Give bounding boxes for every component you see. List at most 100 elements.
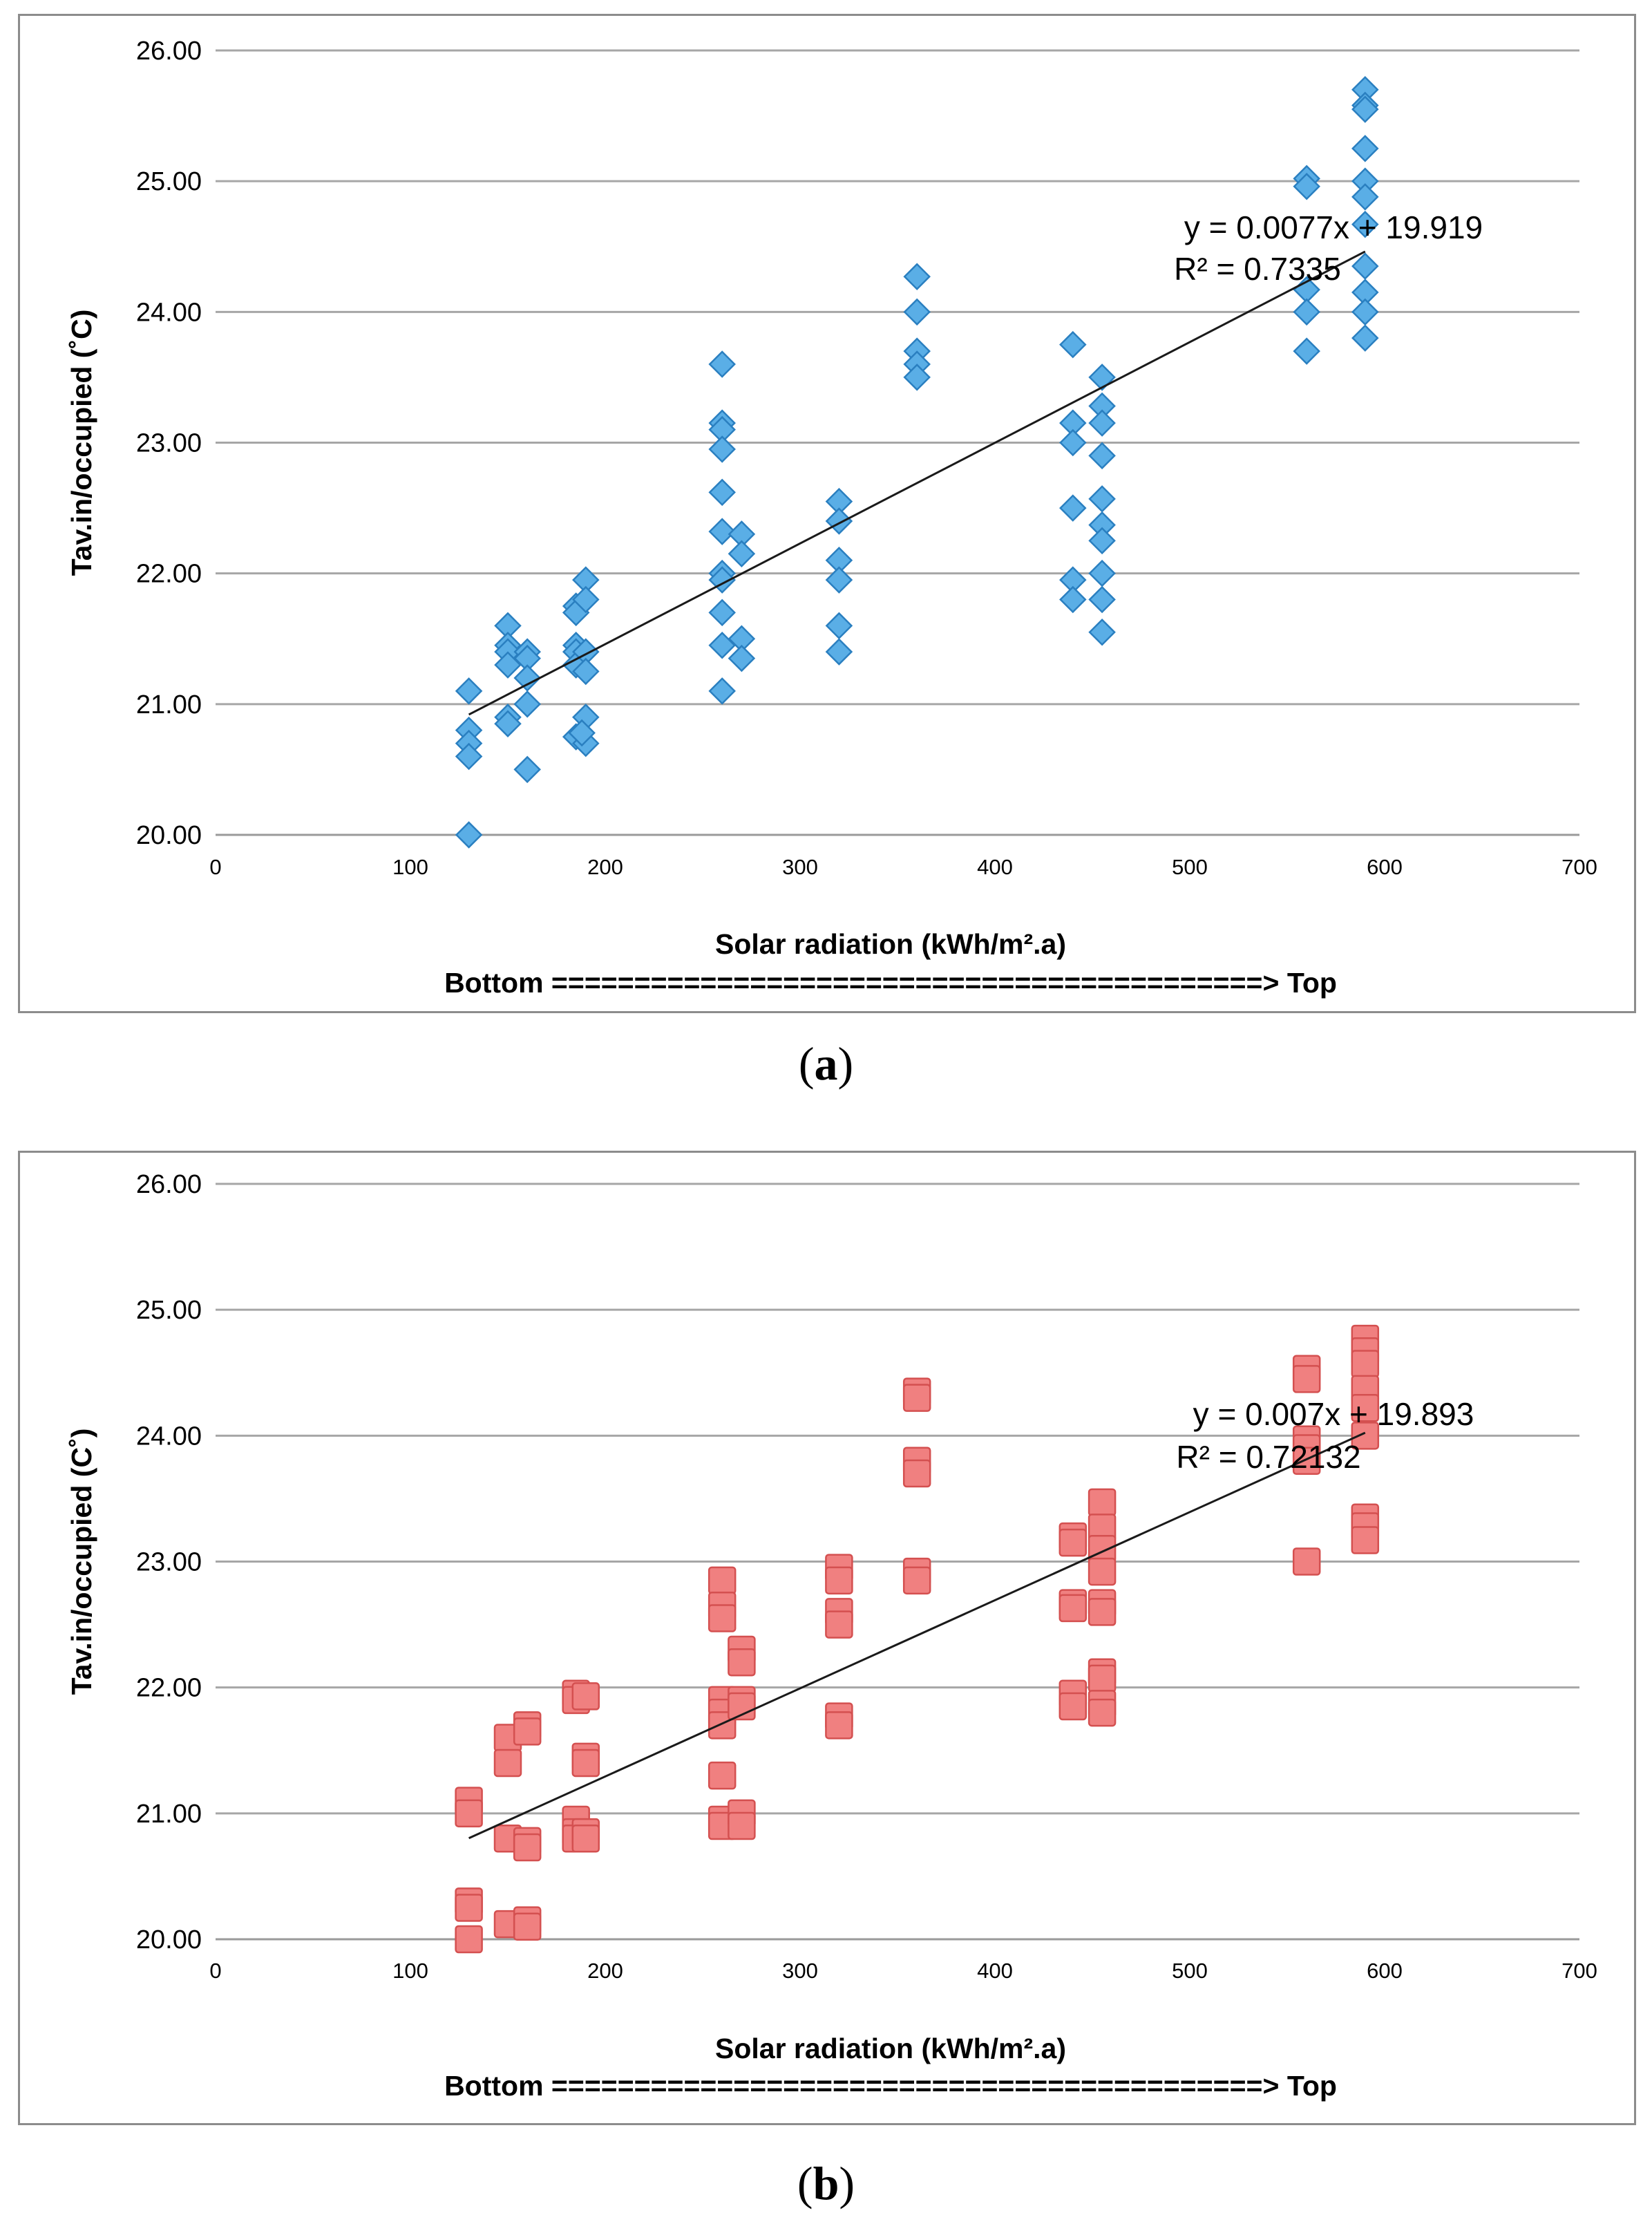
- chart-b-x-tick-label: 200: [587, 1959, 623, 1983]
- chart-a-trendline-r2: R² = 0.7335: [1174, 251, 1341, 287]
- chart-b-data-point: [1058, 1528, 1088, 1557]
- chart-a-data-point: [708, 677, 736, 705]
- chart-b-data-point: [1351, 1394, 1380, 1422]
- chart-b-data-point: [1058, 1692, 1088, 1721]
- chart-b-data-point: [1351, 1422, 1380, 1450]
- chart-b-data-point: [1292, 1547, 1321, 1576]
- chart-a-y-tick-label: 25.00: [136, 167, 202, 196]
- chart-a-y-tick-label: 20.00: [136, 821, 202, 850]
- chart-b-data-point: [1292, 1446, 1321, 1476]
- chart-b-data-point: [455, 1894, 483, 1922]
- chart-a-y-tick-label: 26.00: [136, 37, 202, 66]
- chart-a-data-point: [513, 664, 541, 692]
- chart-b-y-tick-label: 22.00: [136, 1674, 202, 1703]
- chart-a-data-point: [1059, 330, 1087, 359]
- caption-a-letter: a: [814, 1037, 838, 1090]
- chart-b-data-point: [902, 1566, 931, 1595]
- chart-b-y-axis-label: Tav.in/occupied (C˚): [66, 1429, 97, 1695]
- chart-a-data-point: [825, 612, 853, 640]
- chart-a-data-point: [708, 518, 736, 545]
- chart-b-x-tick-label: 600: [1367, 1959, 1403, 1983]
- chart-b-data-point: [513, 1833, 542, 1862]
- chart-b-x-tick-label: 400: [977, 1959, 1013, 1983]
- chart-b-data-point: [708, 1566, 737, 1595]
- chart-b-data-point: [1292, 1365, 1321, 1393]
- chart-a-data-point: [708, 435, 736, 463]
- chart-b-x-tick-label: 300: [782, 1959, 818, 1983]
- chart-b-data-point: [513, 1717, 542, 1746]
- chart-a-data-point: [1351, 210, 1379, 238]
- caption-b: (b): [797, 2157, 855, 2209]
- chart-b-x-tick-label: 0: [209, 1959, 221, 1983]
- chart-a-data-point: [568, 719, 596, 747]
- chart-b-data-point: [708, 1761, 737, 1790]
- chart-a-data-point: [1059, 494, 1087, 522]
- chart-a-y-axis-label: Tav.in/occupied (˚C): [66, 310, 97, 576]
- chart-a-data-point: [572, 585, 600, 614]
- chart-b-data-point: [1351, 1350, 1380, 1378]
- chart-a-y-tick-label: 23.00: [136, 429, 202, 458]
- chart-a-data-point: [903, 364, 931, 391]
- chart-a-y-tick-label: 22.00: [136, 560, 202, 589]
- chart-a-data-point: [903, 298, 931, 326]
- chart-b-data-point: [1088, 1598, 1117, 1626]
- chart-a-data-point: [1293, 337, 1320, 365]
- chart-a-x-tick-label: 700: [1561, 855, 1597, 879]
- chart-a-x-tick-label: 0: [209, 855, 221, 879]
- chart-b-data-point: [1088, 1664, 1117, 1693]
- chart-a-data-point: [1088, 559, 1116, 587]
- chart-b-data-point: [571, 1682, 600, 1711]
- chart-b-data-point: [571, 1749, 600, 1778]
- chart-a-data-point: [708, 478, 736, 507]
- chart-b-trendline: [468, 1431, 1366, 1840]
- chart-a-data-point: [1293, 298, 1320, 326]
- chart-b-trendline-equation: y = 0.007x + 19.893: [1193, 1396, 1474, 1432]
- chart-b-trendline-r2: R² = 0.72132: [1176, 1439, 1360, 1475]
- chart-b-data-point: [1088, 1698, 1117, 1727]
- chart-a-y-tick-label: 21.00: [136, 690, 202, 719]
- chart-a-data-point: [455, 821, 483, 849]
- chart-b-data-point: [455, 1799, 483, 1828]
- chart-b-data-point: [825, 1566, 853, 1595]
- chart-a-x-tick-label: 400: [977, 855, 1013, 879]
- chart-b-y-tick-label: 26.00: [136, 1170, 202, 1199]
- chart-a-data-point: [1088, 619, 1116, 646]
- chart-a-x-tick-label: 500: [1172, 855, 1208, 879]
- chart-a-data-point: [1059, 585, 1087, 614]
- chart-a-x-tick-label: 600: [1367, 855, 1403, 879]
- chart-b-data-point: [902, 1459, 931, 1488]
- chart-a-data-point: [1088, 364, 1116, 391]
- chart-b-y-tick-label: 25.00: [136, 1296, 202, 1325]
- chart-a-plot: 20.00 21.00 22.00 23.00 24.00 25.00 26.00 0 100 2…: [66, 37, 1597, 999]
- chart-a-data-point: [1351, 252, 1379, 280]
- chart-b-x-tick-label: 500: [1172, 1959, 1208, 1983]
- chart-b-y-tick-label: 24.00: [136, 1422, 202, 1451]
- chart-a-x-tick-label: 300: [782, 855, 818, 879]
- caption-a: (a): [798, 1037, 854, 1090]
- chart-a-data-point: [1351, 95, 1379, 123]
- chart-a-data-point: [903, 263, 931, 291]
- chart-b-data-point: [902, 1384, 931, 1412]
- chart-a-data-point: [1088, 585, 1116, 614]
- chart-a-data-point: [455, 677, 483, 705]
- chart-a-data-point: [1088, 442, 1116, 470]
- chart-b-data-point: [513, 1912, 542, 1941]
- chart-b-data-point: [571, 1825, 600, 1853]
- chart-a-y-tick-label: 24.00: [136, 298, 202, 327]
- chart-b-data-point: [1058, 1594, 1088, 1623]
- chart-a-data-point: [708, 599, 736, 627]
- chart-a-data-point: [728, 540, 756, 568]
- chart-b-data-point: [708, 1604, 737, 1632]
- chart-a-trendline: [468, 250, 1366, 716]
- chart-a-data-point: [1088, 527, 1116, 555]
- chart-b-y-tick-label: 20.00: [136, 1925, 202, 1954]
- chart-a-trendline-equation: y = 0.0077x + 19.919: [1184, 209, 1483, 245]
- chart-b-data-point: [728, 1648, 756, 1677]
- chart-b-plot: 20.00 21.00 22.00 23.00 24.00 25.00 26.00 0 100 2…: [66, 1170, 1597, 2102]
- chart-a-data-point: [1351, 183, 1379, 211]
- chart-a-data-point: [513, 755, 541, 784]
- chart-a-data-point: [825, 638, 853, 666]
- chart-a-x-axis-label: Solar radiation (kWh/m².a): [715, 928, 1066, 960]
- chart-a-data-point: [825, 566, 853, 594]
- chart-b-data-point: [1351, 1526, 1380, 1554]
